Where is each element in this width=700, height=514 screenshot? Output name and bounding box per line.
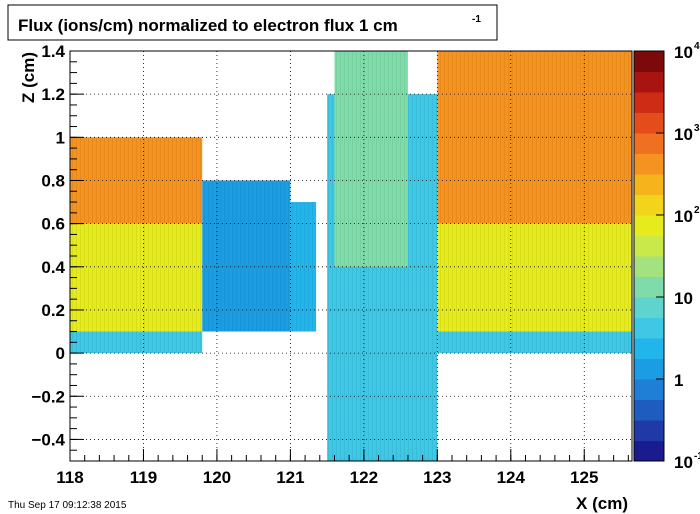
colorbar-swatch: [634, 440, 664, 462]
colorbar-swatch: [634, 358, 664, 380]
x-tick-label: 118: [56, 468, 83, 487]
colorbar: [633, 50, 665, 462]
colorbar-swatch: [634, 215, 664, 236]
x-tick-label: 122: [350, 468, 378, 487]
y-tick-label: 0.2: [41, 301, 65, 320]
y-tick-label: −0.2: [31, 387, 65, 406]
colorbar-swatch: [634, 112, 664, 134]
colorbar-label: 10: [674, 289, 693, 308]
y-axis-label: Z (cm): [19, 52, 38, 103]
heatmap-texture: [202, 180, 291, 332]
colorbar-label: 10: [674, 453, 693, 472]
colorbar-swatch: [634, 235, 664, 257]
y-tick-label: 0: [56, 344, 65, 363]
colorbar-swatch: [634, 276, 664, 298]
heatmap-texture: [70, 223, 203, 332]
heatmap-texture: [437, 331, 632, 354]
colorbar-swatch: [634, 71, 664, 93]
x-tick-label: 125: [570, 468, 598, 487]
heatmap-texture: [70, 331, 203, 354]
colorbar-swatch: [634, 399, 664, 421]
colorbar-label-superscript: 4: [694, 41, 700, 52]
x-tick-label: 119: [130, 468, 157, 487]
colorbar-swatch: [634, 338, 664, 359]
colorbar-label: 10: [674, 43, 693, 62]
y-tick-label: 1.2: [41, 85, 65, 104]
x-tick-label: 120: [203, 468, 231, 487]
x-tick-label: 121: [276, 468, 304, 487]
y-tick-label: 1.4: [41, 42, 65, 61]
colorbar-swatch: [634, 174, 664, 195]
y-tick-label: 0.8: [41, 171, 65, 190]
y-tick-label: 0.6: [41, 215, 65, 234]
chart-title: Flux (ions/cm) normalized to electron fl…: [18, 16, 398, 35]
colorbar-label: 1: [674, 371, 683, 390]
y-axis: −0.4 −0.2 0 0.2 0.4 0.6 0.8 1 1.2 1.4: [31, 42, 84, 462]
x-tick-label: 124: [497, 468, 526, 487]
x-axis: 118 119 120 121 122 123 124 125: [56, 449, 629, 487]
grid: [70, 51, 632, 461]
colorbar-frame: [633, 50, 665, 462]
colorbar-swatch: [634, 420, 664, 441]
colorbar-swatch: [634, 297, 664, 318]
colorbar-label: 10: [674, 207, 693, 226]
heatmap: [70, 51, 632, 461]
timestamp: Thu Sep 17 09:12:38 2015: [8, 500, 127, 511]
heatmap-texture: [70, 137, 203, 224]
x-axis-label: X (cm): [576, 494, 628, 513]
y-tick-label: 1: [56, 128, 65, 147]
colorbar-label-superscript: -1: [694, 451, 700, 462]
heatmap-texture: [334, 51, 408, 267]
colorbar-label: 10: [674, 125, 693, 144]
colorbar-swatch: [634, 194, 664, 216]
y-tick-label: −0.4: [31, 430, 65, 449]
x-tick-label: 123: [423, 468, 451, 487]
colorbar-swatch: [634, 317, 664, 339]
colorbar-labels: 10-1110102103104: [656, 41, 700, 472]
title-box: [7, 4, 498, 41]
colorbar-swatch: [634, 51, 664, 72]
colorbar-swatch: [634, 153, 664, 175]
heatmap-texture: [437, 223, 632, 332]
colorbar-label-superscript: 3: [694, 123, 700, 134]
colorbar-swatch: [634, 133, 664, 154]
colorbar-swatch: [634, 256, 664, 277]
colorbar-swatch: [634, 379, 664, 400]
chart-title-superscript: -1: [472, 14, 481, 25]
colorbar-swatch: [634, 92, 664, 113]
y-tick-label: 0.4: [41, 258, 65, 277]
colorbar-label-superscript: 2: [694, 205, 700, 216]
